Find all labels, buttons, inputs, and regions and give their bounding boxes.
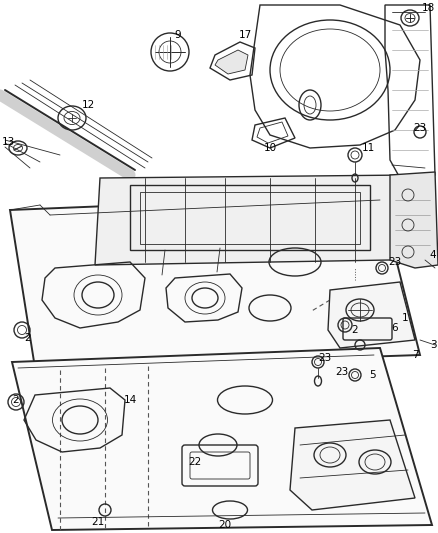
Polygon shape: [12, 348, 432, 530]
Text: 11: 11: [361, 143, 374, 153]
Text: 12: 12: [81, 100, 95, 110]
Text: 14: 14: [124, 395, 137, 405]
Text: 23: 23: [318, 353, 332, 363]
Polygon shape: [290, 420, 415, 510]
Text: 7: 7: [412, 350, 418, 360]
Text: 23: 23: [389, 257, 402, 267]
Text: 17: 17: [238, 30, 251, 40]
Text: 10: 10: [263, 143, 276, 153]
Text: 1: 1: [402, 313, 408, 323]
Text: 23: 23: [336, 367, 349, 377]
Polygon shape: [328, 282, 415, 348]
Polygon shape: [95, 175, 425, 265]
Polygon shape: [10, 195, 420, 368]
Bar: [140, 192, 360, 244]
Text: 20: 20: [219, 520, 232, 530]
Text: 2: 2: [25, 333, 31, 343]
Text: 9: 9: [175, 30, 181, 40]
Text: 6: 6: [392, 323, 398, 333]
Polygon shape: [215, 50, 248, 74]
Bar: [130, 185, 370, 250]
Text: 21: 21: [92, 517, 105, 527]
Text: 13: 13: [1, 137, 14, 147]
Text: 4: 4: [430, 250, 436, 260]
Text: 2: 2: [13, 395, 19, 405]
Text: 5: 5: [369, 370, 375, 380]
Polygon shape: [390, 172, 438, 268]
Text: 2: 2: [352, 325, 358, 335]
Text: 22: 22: [188, 457, 201, 467]
Text: 3: 3: [430, 340, 436, 350]
Text: 23: 23: [413, 123, 427, 133]
Text: 18: 18: [421, 3, 434, 13]
